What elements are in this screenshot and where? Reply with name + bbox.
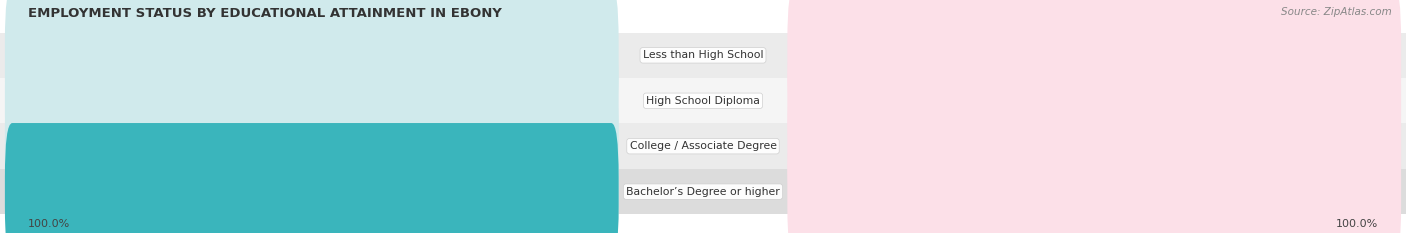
Text: Bachelor’s Degree or higher: Bachelor’s Degree or higher (626, 187, 780, 197)
Text: EMPLOYMENT STATUS BY EDUCATIONAL ATTAINMENT IN EBONY: EMPLOYMENT STATUS BY EDUCATIONAL ATTAINM… (28, 7, 502, 20)
FancyBboxPatch shape (4, 123, 619, 233)
Bar (0, 123, 1406, 169)
FancyBboxPatch shape (787, 123, 1402, 233)
Text: Less than High School: Less than High School (643, 50, 763, 60)
FancyBboxPatch shape (4, 123, 619, 233)
FancyBboxPatch shape (787, 32, 1402, 169)
FancyBboxPatch shape (787, 0, 1402, 124)
Bar (0, 78, 1406, 123)
Text: 100.0%: 100.0% (1336, 219, 1378, 229)
Bar (0, 33, 1406, 78)
Text: 100.0%: 100.0% (28, 219, 70, 229)
FancyBboxPatch shape (4, 32, 619, 169)
FancyBboxPatch shape (4, 0, 619, 124)
Bar (0, 169, 1406, 214)
FancyBboxPatch shape (787, 78, 1402, 215)
Text: High School Diploma: High School Diploma (647, 96, 759, 106)
Text: Source: ZipAtlas.com: Source: ZipAtlas.com (1281, 7, 1392, 17)
Text: College / Associate Degree: College / Associate Degree (630, 141, 776, 151)
FancyBboxPatch shape (4, 78, 619, 215)
